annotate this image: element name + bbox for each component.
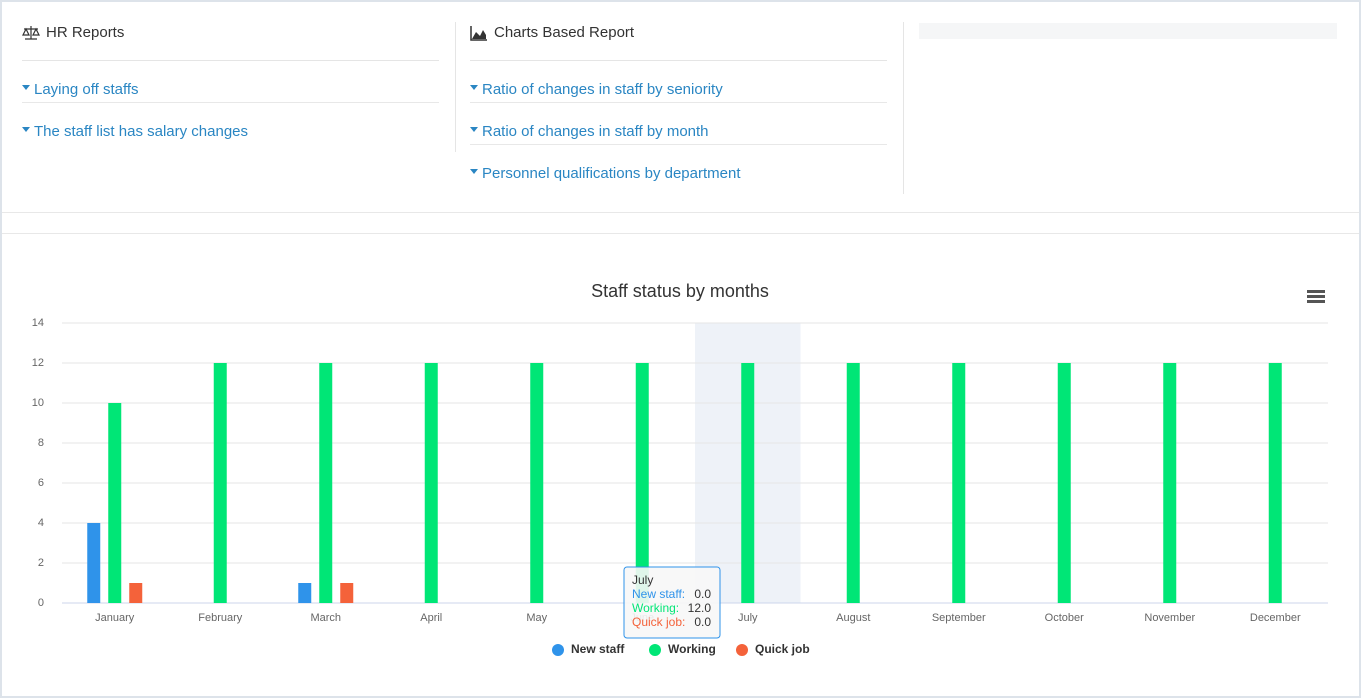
separator	[2, 212, 1359, 213]
y-tick-label: 14	[32, 317, 44, 329]
separator	[2, 233, 1359, 234]
x-tick-label: May	[526, 612, 547, 624]
y-tick-label: 4	[38, 517, 44, 529]
legend-item[interactable]: Quick job	[736, 642, 810, 656]
bar	[530, 363, 544, 603]
divider	[455, 22, 456, 152]
charts-report: Charts Based Report Ratio of changes in …	[470, 22, 887, 186]
tooltip-label: Quick job:	[632, 615, 685, 629]
x-tick-label: October	[1045, 612, 1084, 624]
x-tick-label: November	[1144, 612, 1195, 624]
x-tick-label: March	[310, 612, 341, 624]
bar	[108, 403, 122, 603]
bar	[213, 363, 227, 603]
report-link[interactable]: Personnel qualifications by department	[470, 145, 887, 186]
y-tick-label: 0	[38, 597, 44, 609]
y-tick-label: 8	[38, 437, 44, 449]
tooltip-label: New staff:	[632, 587, 685, 601]
x-tick-label: August	[836, 612, 870, 624]
bar	[1163, 363, 1177, 603]
x-tick-label: July	[738, 612, 758, 624]
bar	[846, 363, 860, 603]
section-title: HR Reports	[46, 24, 125, 41]
report-link[interactable]: Ratio of changes in staff by seniority	[470, 61, 887, 103]
chart-title: Staff status by months	[591, 281, 769, 301]
legend-label: Quick job	[755, 642, 810, 656]
bar	[952, 363, 966, 603]
bar	[635, 363, 649, 603]
report-link[interactable]: Ratio of changes in staff by month	[470, 103, 887, 145]
x-tick-label: April	[420, 612, 442, 624]
tooltip-value: 0.0	[694, 615, 711, 629]
x-tick-label: September	[932, 612, 986, 624]
section-header: Charts Based Report	[470, 22, 887, 61]
tooltip-value: 0.0	[694, 587, 711, 601]
bar	[87, 523, 101, 603]
y-tick-label: 12	[32, 357, 44, 369]
legend-item[interactable]: New staff	[552, 642, 625, 656]
placeholder-bar	[919, 23, 1337, 39]
section-header: HR Reports	[22, 22, 439, 61]
section-title: Charts Based Report	[494, 24, 635, 41]
bar	[1268, 363, 1282, 603]
y-tick-label: 6	[38, 477, 44, 489]
x-tick-label: December	[1250, 612, 1301, 624]
link-list: Ratio of changes in staff by seniority Ra…	[470, 61, 887, 186]
bar	[129, 583, 143, 603]
hr-reports: HR Reports Laying off staffs The staff li…	[22, 22, 439, 144]
legend-label: New staff	[571, 642, 625, 656]
x-tick-label: January	[95, 612, 135, 624]
bar	[741, 363, 755, 603]
report-link[interactable]: Laying off staffs	[22, 61, 439, 103]
bar	[1057, 363, 1071, 603]
tooltip-title: July	[632, 573, 653, 587]
scale-icon	[22, 26, 40, 40]
y-tick-label: 2	[38, 557, 44, 569]
bar	[424, 363, 438, 603]
bar	[340, 583, 354, 603]
bar	[298, 583, 312, 603]
bar	[319, 363, 333, 603]
tooltip-label: Working:	[632, 601, 679, 615]
x-tick-label: February	[198, 612, 243, 624]
legend-swatch	[649, 644, 661, 656]
tooltip-value: 12.0	[688, 601, 712, 615]
legend-item[interactable]: Working	[649, 642, 716, 656]
y-tick-label: 10	[32, 397, 44, 409]
report-link[interactable]: The staff list has salary changes	[22, 103, 439, 144]
legend-swatch	[552, 644, 564, 656]
area-chart-icon	[470, 26, 487, 41]
menu-button[interactable]	[1307, 290, 1325, 303]
divider	[903, 22, 904, 194]
tooltip-box	[623, 566, 721, 639]
link-list: Laying off staffs The staff list has sala…	[22, 61, 439, 144]
chart: Staff status by months 0 2 4 6 8 10 12 14 Januar…	[32, 281, 1328, 656]
legend-label: Working	[668, 642, 716, 656]
legend-swatch	[736, 644, 748, 656]
